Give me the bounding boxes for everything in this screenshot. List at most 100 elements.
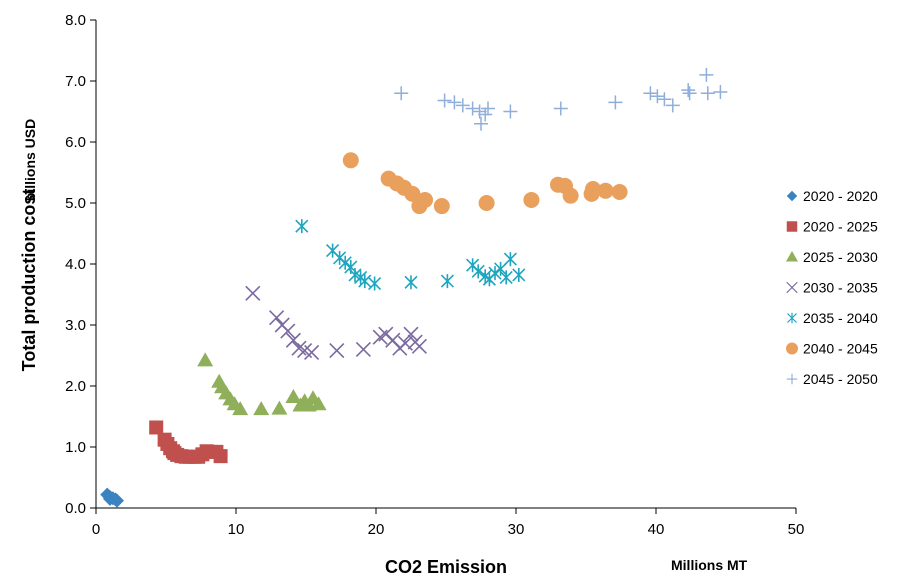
data-point xyxy=(478,195,495,211)
data-point xyxy=(404,275,418,290)
data-point xyxy=(394,86,409,101)
y-axis-unit: billions USD xyxy=(22,119,38,201)
data-point xyxy=(253,401,270,416)
data-point xyxy=(368,276,382,291)
data-point xyxy=(269,310,285,326)
data-point xyxy=(197,352,214,367)
data-point xyxy=(474,116,488,131)
data-point xyxy=(499,270,513,285)
legend-entry: 2040 - 2045 xyxy=(786,341,878,357)
data-point xyxy=(650,89,665,104)
series-3 xyxy=(245,285,427,361)
legend-label: 2030 - 2035 xyxy=(803,280,878,296)
data-point xyxy=(404,185,421,202)
data-point xyxy=(295,219,309,234)
data-point xyxy=(665,98,680,113)
legend-entry: 2020 - 2025 xyxy=(786,219,878,235)
y-tick-label: 7.0 xyxy=(65,73,86,90)
data-point xyxy=(585,180,601,197)
data-point xyxy=(372,329,388,345)
data-point xyxy=(481,101,495,116)
series-4 xyxy=(295,219,526,291)
legend-marker xyxy=(786,221,798,232)
data-point xyxy=(417,191,433,208)
data-point xyxy=(213,449,228,464)
data-point xyxy=(110,493,124,508)
data-point xyxy=(512,267,526,282)
legend-label: 2020 - 2025 xyxy=(803,219,878,235)
legend-entry: 2035 - 2040 xyxy=(787,310,878,326)
legend-label: 2040 - 2045 xyxy=(803,341,878,357)
data-point xyxy=(397,335,413,351)
data-point xyxy=(700,86,715,101)
legend-entry: 2025 - 2030 xyxy=(786,249,878,265)
legend-marker xyxy=(786,190,798,202)
data-point xyxy=(271,400,288,415)
x-tick-label: 20 xyxy=(368,521,385,538)
data-point xyxy=(411,338,427,354)
x-tick-label: 10 xyxy=(228,521,245,538)
data-point xyxy=(681,83,696,98)
data-point xyxy=(597,182,614,199)
data-point xyxy=(440,274,454,289)
series-2 xyxy=(197,352,327,416)
data-point xyxy=(611,184,628,201)
data-point xyxy=(562,187,579,204)
data-point xyxy=(503,252,517,267)
data-point xyxy=(465,101,480,116)
data-point xyxy=(149,420,164,435)
data-point xyxy=(643,86,658,101)
series-1 xyxy=(149,420,228,464)
data-point xyxy=(342,152,359,169)
y-tick-label: 8.0 xyxy=(65,12,86,29)
data-point xyxy=(355,341,371,357)
data-point xyxy=(304,344,320,361)
legend-marker xyxy=(786,342,798,355)
y-tick-label: 5.0 xyxy=(65,195,86,212)
legend-marker xyxy=(786,281,798,294)
data-point xyxy=(472,104,487,119)
x-tick-label: 30 xyxy=(508,521,525,538)
data-point xyxy=(447,95,462,110)
data-point xyxy=(699,67,714,82)
data-point xyxy=(713,84,728,99)
x-tick-label: 50 xyxy=(788,521,805,538)
data-point xyxy=(358,274,372,289)
legend-entry: 2045 - 2050 xyxy=(786,371,878,387)
series-5 xyxy=(342,152,628,215)
data-point xyxy=(608,95,623,110)
data-point xyxy=(455,98,470,113)
y-tick-label: 4.0 xyxy=(65,256,86,273)
data-point xyxy=(478,107,493,122)
series-0 xyxy=(100,487,124,508)
data-point xyxy=(310,396,327,411)
legend-marker xyxy=(786,373,798,385)
data-point xyxy=(403,326,419,342)
legend-entry: 2020 - 2020 xyxy=(786,188,878,204)
data-point xyxy=(553,101,568,116)
legend-marker xyxy=(787,312,797,324)
data-point xyxy=(291,340,307,356)
data-point xyxy=(433,198,450,215)
data-point xyxy=(523,191,540,208)
data-point xyxy=(280,323,296,339)
legend-label: 2025 - 2030 xyxy=(803,249,878,265)
y-axis-title: Total production cost xyxy=(19,189,39,372)
y-tick-label: 3.0 xyxy=(65,317,86,334)
legend-label: 2035 - 2040 xyxy=(803,310,878,326)
x-axis-unit: Millions MT xyxy=(671,557,748,573)
legend-entry: 2030 - 2035 xyxy=(786,280,878,296)
x-tick-label: 40 xyxy=(648,521,665,538)
y-tick-label: 0.0 xyxy=(65,500,86,517)
series-6 xyxy=(394,67,728,131)
y-tick-label: 1.0 xyxy=(65,439,86,456)
data-point xyxy=(245,285,261,301)
data-point xyxy=(657,92,672,107)
y-tick-label: 2.0 xyxy=(65,378,86,395)
x-tick-label: 0 xyxy=(92,521,100,538)
data-point xyxy=(232,401,249,416)
x-axis-title: CO2 Emission xyxy=(385,557,507,577)
data-point xyxy=(488,266,502,281)
